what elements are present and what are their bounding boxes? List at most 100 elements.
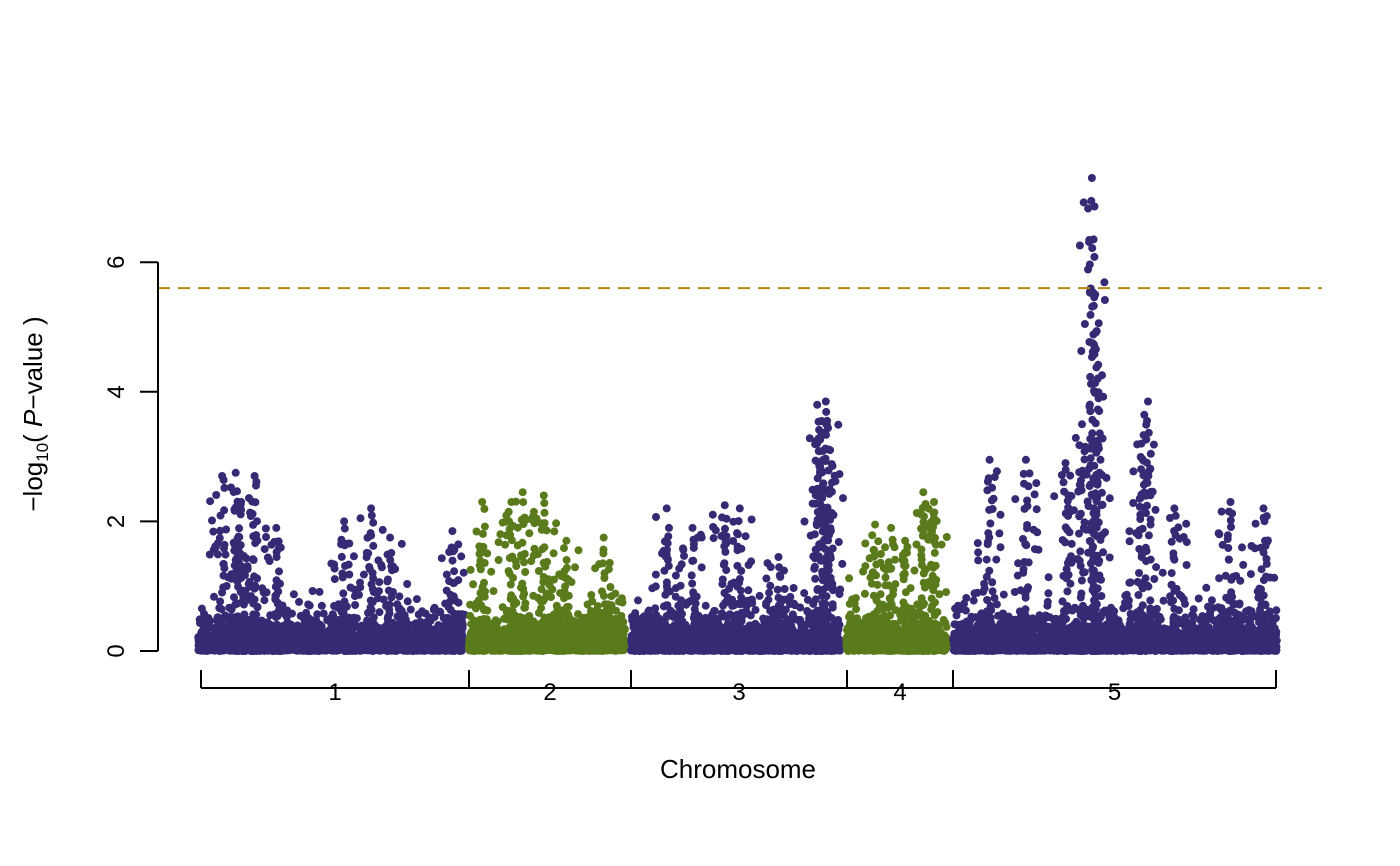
data-point bbox=[251, 539, 260, 548]
data-point bbox=[518, 538, 527, 547]
data-point bbox=[521, 622, 530, 631]
chromosome-2-points bbox=[465, 488, 629, 655]
data-point bbox=[530, 636, 539, 645]
data-point bbox=[262, 533, 270, 541]
data-point bbox=[458, 636, 467, 645]
data-point bbox=[472, 527, 481, 536]
peak-point bbox=[237, 498, 246, 506]
data-point bbox=[534, 567, 543, 575]
data-point bbox=[542, 526, 551, 535]
data-point bbox=[274, 537, 283, 546]
data-point bbox=[601, 622, 610, 631]
data-point bbox=[564, 638, 573, 647]
data-point bbox=[377, 563, 386, 572]
data-point bbox=[489, 587, 498, 596]
data-point bbox=[298, 630, 307, 639]
data-point bbox=[305, 627, 314, 636]
data-point bbox=[263, 553, 272, 562]
data-point bbox=[320, 646, 329, 655]
data-point bbox=[384, 586, 393, 595]
data-point bbox=[445, 620, 454, 629]
data-point bbox=[551, 646, 559, 655]
data-point bbox=[385, 600, 394, 609]
data-point bbox=[599, 637, 608, 646]
data-point bbox=[480, 504, 489, 513]
data-point bbox=[359, 570, 368, 579]
data-point bbox=[562, 556, 571, 564]
data-point bbox=[442, 586, 451, 595]
data-point bbox=[356, 514, 365, 523]
data-point bbox=[479, 614, 488, 623]
data-point bbox=[607, 601, 616, 610]
data-point bbox=[493, 644, 502, 653]
data-point bbox=[507, 631, 516, 639]
data-point bbox=[253, 517, 261, 526]
data-point bbox=[498, 518, 507, 527]
data-point bbox=[340, 524, 349, 533]
data-point bbox=[335, 604, 344, 613]
data-point bbox=[289, 590, 298, 599]
data-point bbox=[313, 610, 322, 619]
data-point bbox=[521, 614, 530, 623]
data-point bbox=[564, 612, 573, 621]
data-point bbox=[366, 603, 375, 612]
data-point bbox=[252, 481, 260, 490]
data-point bbox=[246, 508, 255, 517]
data-point bbox=[540, 499, 549, 508]
data-point bbox=[252, 531, 261, 540]
data-point bbox=[574, 546, 583, 555]
data-point bbox=[436, 646, 445, 655]
data-point bbox=[204, 642, 213, 651]
data-point bbox=[512, 562, 521, 571]
data-point bbox=[543, 557, 552, 566]
data-point bbox=[502, 531, 511, 540]
data-point bbox=[437, 554, 446, 563]
data-point bbox=[479, 647, 488, 655]
data-point bbox=[454, 540, 463, 549]
data-point bbox=[239, 611, 248, 620]
data-point bbox=[341, 647, 350, 655]
data-point bbox=[216, 637, 224, 646]
data-point bbox=[342, 638, 351, 647]
data-point bbox=[206, 497, 215, 506]
data-point bbox=[429, 605, 438, 614]
data-point bbox=[329, 611, 338, 620]
data-point bbox=[351, 601, 360, 609]
data-point bbox=[243, 565, 252, 573]
data-point bbox=[556, 606, 565, 615]
data-point bbox=[533, 550, 542, 559]
data-point bbox=[365, 565, 374, 573]
data-point bbox=[385, 638, 394, 647]
data-point bbox=[237, 639, 246, 648]
data-point bbox=[607, 637, 616, 646]
data-point bbox=[618, 598, 627, 607]
data-point bbox=[217, 605, 226, 614]
peak-point bbox=[518, 488, 527, 497]
data-point bbox=[589, 646, 598, 655]
data-point bbox=[457, 552, 466, 561]
data-point bbox=[342, 539, 351, 548]
data-point bbox=[338, 569, 347, 578]
data-point bbox=[537, 604, 546, 613]
data-point bbox=[454, 576, 463, 585]
peak-point bbox=[386, 533, 395, 542]
data-point bbox=[385, 609, 394, 618]
data-point bbox=[578, 620, 587, 629]
data-point bbox=[449, 629, 458, 638]
data-point bbox=[375, 587, 383, 596]
data-point bbox=[590, 631, 598, 640]
data-point bbox=[278, 601, 287, 610]
data-point bbox=[375, 578, 384, 587]
data-point bbox=[441, 614, 450, 623]
data-point bbox=[222, 582, 231, 590]
data-point bbox=[221, 550, 230, 559]
data-point bbox=[267, 540, 276, 549]
data-point bbox=[330, 575, 339, 584]
data-point bbox=[367, 511, 376, 520]
data-point bbox=[540, 629, 549, 638]
data-point bbox=[412, 619, 421, 628]
data-point bbox=[317, 601, 326, 610]
data-point bbox=[201, 624, 210, 633]
data-point bbox=[577, 646, 586, 655]
data-point bbox=[345, 570, 354, 579]
